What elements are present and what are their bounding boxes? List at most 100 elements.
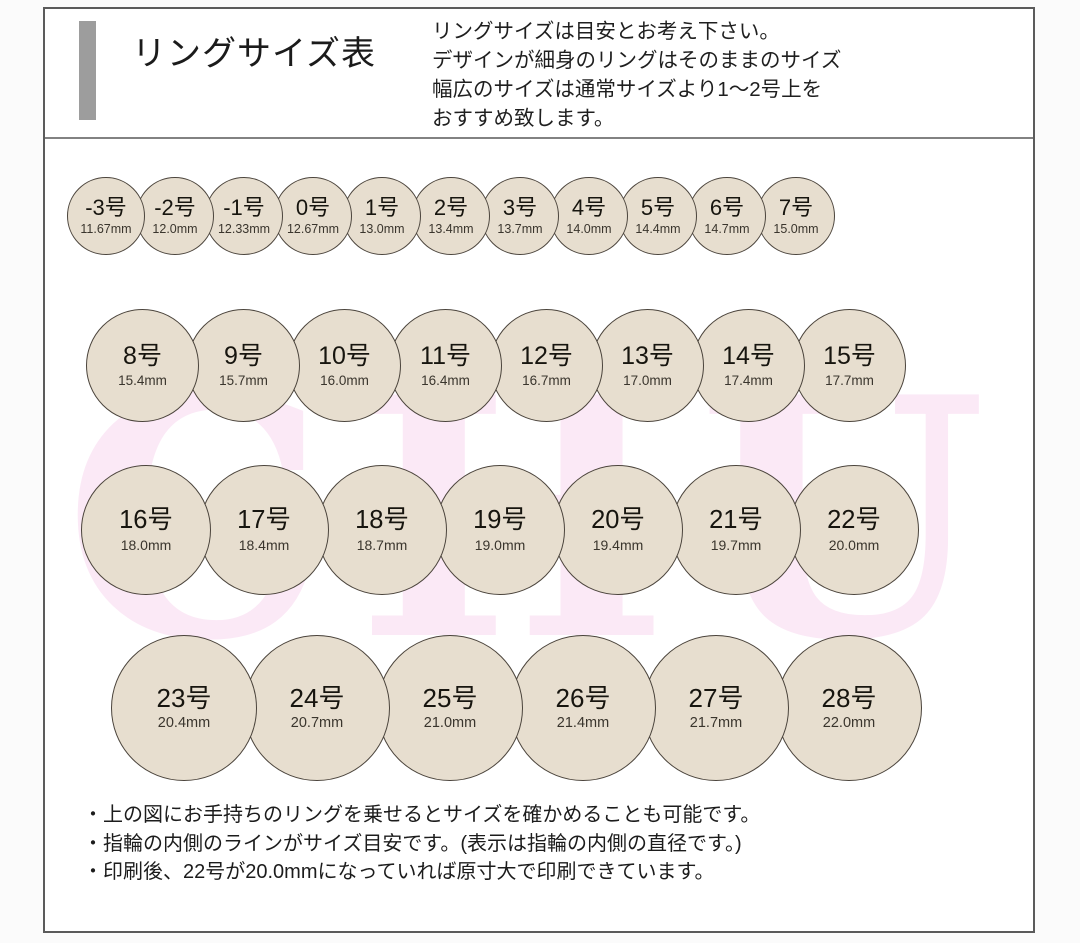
ring-diameter-label: 13.4mm bbox=[428, 221, 474, 236]
footer-note-line: ・上の図にお手持ちのリングを乗せるとサイズを確かめることも可能です。 bbox=[83, 804, 761, 826]
ring-diameter-label: 18.7mm bbox=[356, 537, 408, 554]
ring-size-label: 23号 bbox=[156, 683, 212, 714]
ring-circle: 21号 19.7mm bbox=[671, 465, 801, 595]
ring-size-label: 19号 bbox=[473, 505, 527, 534]
ring-circle: 15号 17.7mm bbox=[793, 309, 906, 422]
ring-circle: 13号 17.0mm bbox=[591, 309, 704, 422]
ring-circle: 9号 15.7mm bbox=[187, 309, 300, 422]
ring-diameter-label: 14.0mm bbox=[566, 221, 612, 236]
ring-size-label: -3号 bbox=[85, 194, 127, 220]
ring-circle: 16号 18.0mm bbox=[81, 465, 211, 595]
ring-size-label: 2号 bbox=[433, 194, 469, 220]
ring-diameter-label: 19.4mm bbox=[592, 537, 644, 554]
footer-note-line: ・指輪の内側のラインがサイズ目安です。(表示は指輪の内側の直径です。) bbox=[83, 832, 742, 855]
footer-notes: ・上の図にお手持ちのリングを乗せるとサイズを確かめることも可能です。 ・指輪の内側… bbox=[45, 801, 1033, 887]
ring-circle: 11号 16.4mm bbox=[389, 309, 502, 422]
ring-circle: 17号 18.4mm bbox=[199, 465, 329, 595]
ring-circle: 3号 13.7mm bbox=[481, 177, 559, 255]
ring-size-label: 15号 bbox=[823, 341, 876, 370]
ring-circle: 7号 15.0mm bbox=[757, 177, 835, 255]
ring-diameter-label: 12.33mm bbox=[217, 221, 271, 236]
ring-size-label: 26号 bbox=[555, 683, 611, 714]
ring-diameter-label: 17.0mm bbox=[623, 372, 672, 388]
ring-diameter-label: 20.7mm bbox=[290, 715, 344, 732]
ring-circle: 20号 19.4mm bbox=[553, 465, 683, 595]
ring-size-label: 11号 bbox=[420, 341, 471, 370]
ring-size-label: 8号 bbox=[123, 341, 162, 370]
ring-circle: 19号 19.0mm bbox=[435, 465, 565, 595]
ring-size-label: 6号 bbox=[709, 194, 745, 220]
ring-size-label: 17号 bbox=[237, 505, 291, 534]
ring-size-label: 5号 bbox=[640, 194, 676, 220]
ring-size-label: 10号 bbox=[318, 341, 371, 370]
ring-diameter-label: 15.0mm bbox=[773, 221, 819, 236]
ring-diameter-label: 16.0mm bbox=[320, 372, 369, 388]
ring-size-label: 21号 bbox=[709, 505, 763, 534]
ring-circle: 8号 15.4mm bbox=[86, 309, 199, 422]
ring-size-label: 7号 bbox=[778, 194, 814, 220]
ring-circle: 0号 12.67mm bbox=[274, 177, 352, 255]
ring-circle: 22号 20.0mm bbox=[789, 465, 919, 595]
ring-circle: 18号 18.7mm bbox=[317, 465, 447, 595]
ring-size-label: 16号 bbox=[119, 505, 173, 534]
ring-circle: 5号 14.4mm bbox=[619, 177, 697, 255]
ring-row-3: 16号 18.0mm 17号 18.4mm 18号 18.7mm 19号 19.0mm 20号 1… bbox=[45, 455, 1033, 605]
ring-circle: 2号 13.4mm bbox=[412, 177, 490, 255]
ring-size-label: 13号 bbox=[621, 341, 674, 370]
ring-circle: -2号 12.0mm bbox=[136, 177, 214, 255]
ring-circle: 12号 16.7mm bbox=[490, 309, 603, 422]
ring-circle: 1号 13.0mm bbox=[343, 177, 421, 255]
ring-circle: 25号 21.0mm bbox=[377, 635, 523, 781]
ring-size-label: 14号 bbox=[722, 341, 775, 370]
ring-diameter-label: 21.4mm bbox=[556, 715, 610, 732]
ring-circle: 14号 17.4mm bbox=[692, 309, 805, 422]
ring-size-label: 3号 bbox=[502, 194, 538, 220]
chart-header: リングサイズ表 リングサイズは目安とお考え下さい。 デザインが細身のリングはその… bbox=[45, 9, 1033, 139]
ring-diameter-label: 17.4mm bbox=[724, 372, 773, 388]
ring-size-label: 22号 bbox=[827, 505, 881, 534]
ring-diameter-label: 18.4mm bbox=[238, 537, 290, 554]
ring-diameter-label: 21.0mm bbox=[423, 715, 477, 732]
ring-diameter-label: 13.0mm bbox=[359, 221, 405, 236]
ring-size-label: 4号 bbox=[571, 194, 607, 220]
ring-size-label: 9号 bbox=[224, 341, 263, 370]
ring-circle: 28号 22.0mm bbox=[776, 635, 922, 781]
ring-circle: 26号 21.4mm bbox=[510, 635, 656, 781]
ring-size-label: 20号 bbox=[591, 505, 645, 534]
ring-size-label: -1号 bbox=[223, 194, 265, 220]
ring-diameter-label: 12.0mm bbox=[152, 221, 198, 236]
ring-circle: -3号 11.67mm bbox=[67, 177, 145, 255]
ring-diameter-label: 12.67mm bbox=[286, 221, 340, 236]
ring-rows: -3号 11.67mm -2号 12.0mm -1号 12.33mm 0号 12.67mm 1号… bbox=[45, 156, 1033, 789]
ring-diameter-label: 15.4mm bbox=[118, 372, 167, 388]
ring-diameter-label: 19.0mm bbox=[474, 537, 526, 554]
ring-size-label: 25号 bbox=[422, 683, 478, 714]
ring-circle: 23号 20.4mm bbox=[111, 635, 257, 781]
ring-diameter-label: 13.7mm bbox=[497, 221, 543, 236]
ring-circle: 4号 14.0mm bbox=[550, 177, 628, 255]
ring-size-label: 27号 bbox=[688, 683, 744, 714]
ring-diameter-label: 16.4mm bbox=[421, 372, 470, 388]
ring-diameter-label: 20.4mm bbox=[157, 715, 211, 732]
ring-size-label: 28号 bbox=[821, 683, 877, 714]
ring-size-label: 1号 bbox=[364, 194, 400, 220]
ring-row-1: -3号 11.67mm -2号 12.0mm -1号 12.33mm 0号 12.67mm 1号… bbox=[45, 156, 1033, 276]
ring-size-label: 12号 bbox=[520, 341, 573, 370]
ring-circle: 6号 14.7mm bbox=[688, 177, 766, 255]
ring-diameter-label: 11.67mm bbox=[80, 221, 132, 236]
ring-size-label: 24号 bbox=[289, 683, 345, 714]
ring-diameter-label: 14.7mm bbox=[704, 221, 750, 236]
footer-note-line: ・印刷後、22号が20.0mmになっていれば原寸大で印刷できています。 bbox=[83, 861, 715, 883]
ring-diameter-label: 21.7mm bbox=[689, 715, 743, 732]
ring-diameter-label: 16.7mm bbox=[522, 372, 571, 388]
ring-size-label: 0号 bbox=[295, 194, 331, 220]
ring-diameter-label: 15.7mm bbox=[219, 372, 268, 388]
ring-circle: -1号 12.33mm bbox=[205, 177, 283, 255]
ring-circle: 24号 20.7mm bbox=[244, 635, 390, 781]
ring-row-2: 8号 15.4mm 9号 15.7mm 10号 16.0mm 11号 16.4mm 12号 16.… bbox=[45, 298, 1033, 433]
ring-size-label: -2号 bbox=[154, 194, 196, 220]
ring-diameter-label: 22.0mm bbox=[822, 715, 876, 732]
ring-diameter-label: 20.0mm bbox=[828, 537, 880, 554]
ring-size-chart-frame: CHU リングサイズ表 リングサイズは目安とお考え下さい。 デザインが細身のリン… bbox=[43, 7, 1035, 933]
ring-diameter-label: 14.4mm bbox=[635, 221, 681, 236]
